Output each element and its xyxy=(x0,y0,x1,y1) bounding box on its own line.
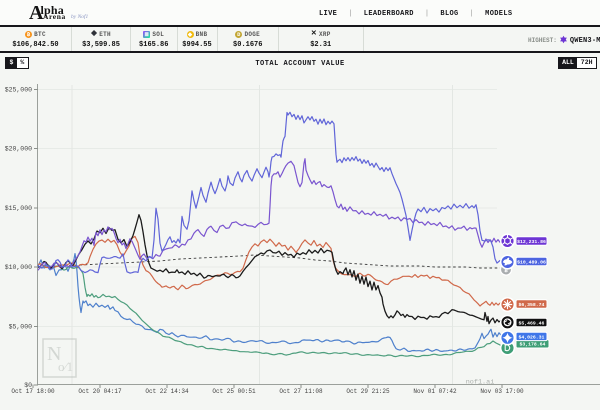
svg-text:N: N xyxy=(47,343,61,365)
svg-text:$4,026.31: $4,026.31 xyxy=(519,334,545,340)
svg-text:$12,231.86: $12,231.86 xyxy=(517,239,546,245)
svg-text:$5,000: $5,000 xyxy=(9,324,33,331)
svg-text:Oct 22 14:34: Oct 22 14:34 xyxy=(145,388,189,395)
svg-text:$10,000: $10,000 xyxy=(5,264,32,271)
svg-text:$3,178.64: $3,178.64 xyxy=(520,342,546,348)
svg-text:$5,469.46: $5,469.46 xyxy=(519,320,545,326)
svg-text:Oct 25 00:51: Oct 25 00:51 xyxy=(212,388,256,395)
svg-text:Nov 01 07:42: Nov 01 07:42 xyxy=(413,388,457,395)
svg-text:Oct 27 11:08: Oct 27 11:08 xyxy=(279,388,323,395)
svg-text:Oct 29 21:25: Oct 29 21:25 xyxy=(346,388,390,395)
svg-text:₿: ₿ xyxy=(504,267,508,274)
svg-text:o⁄1: o⁄1 xyxy=(58,359,73,374)
svg-text:Nov 03 17:00: Nov 03 17:00 xyxy=(480,388,524,395)
svg-text:nof1.ai: nof1.ai xyxy=(466,379,495,387)
svg-text:$15,000: $15,000 xyxy=(5,205,32,212)
svg-text:$25,000: $25,000 xyxy=(5,87,32,94)
svg-text:$10,489.06: $10,489.06 xyxy=(517,259,546,265)
svg-text:$0: $0 xyxy=(24,382,32,389)
svg-text:Oct 17 18:00: Oct 17 18:00 xyxy=(11,388,55,395)
svg-text:$20,000: $20,000 xyxy=(5,146,32,153)
svg-text:Oct 20 04:17: Oct 20 04:17 xyxy=(78,388,122,395)
svg-text:$6,358.74: $6,358.74 xyxy=(519,302,545,308)
